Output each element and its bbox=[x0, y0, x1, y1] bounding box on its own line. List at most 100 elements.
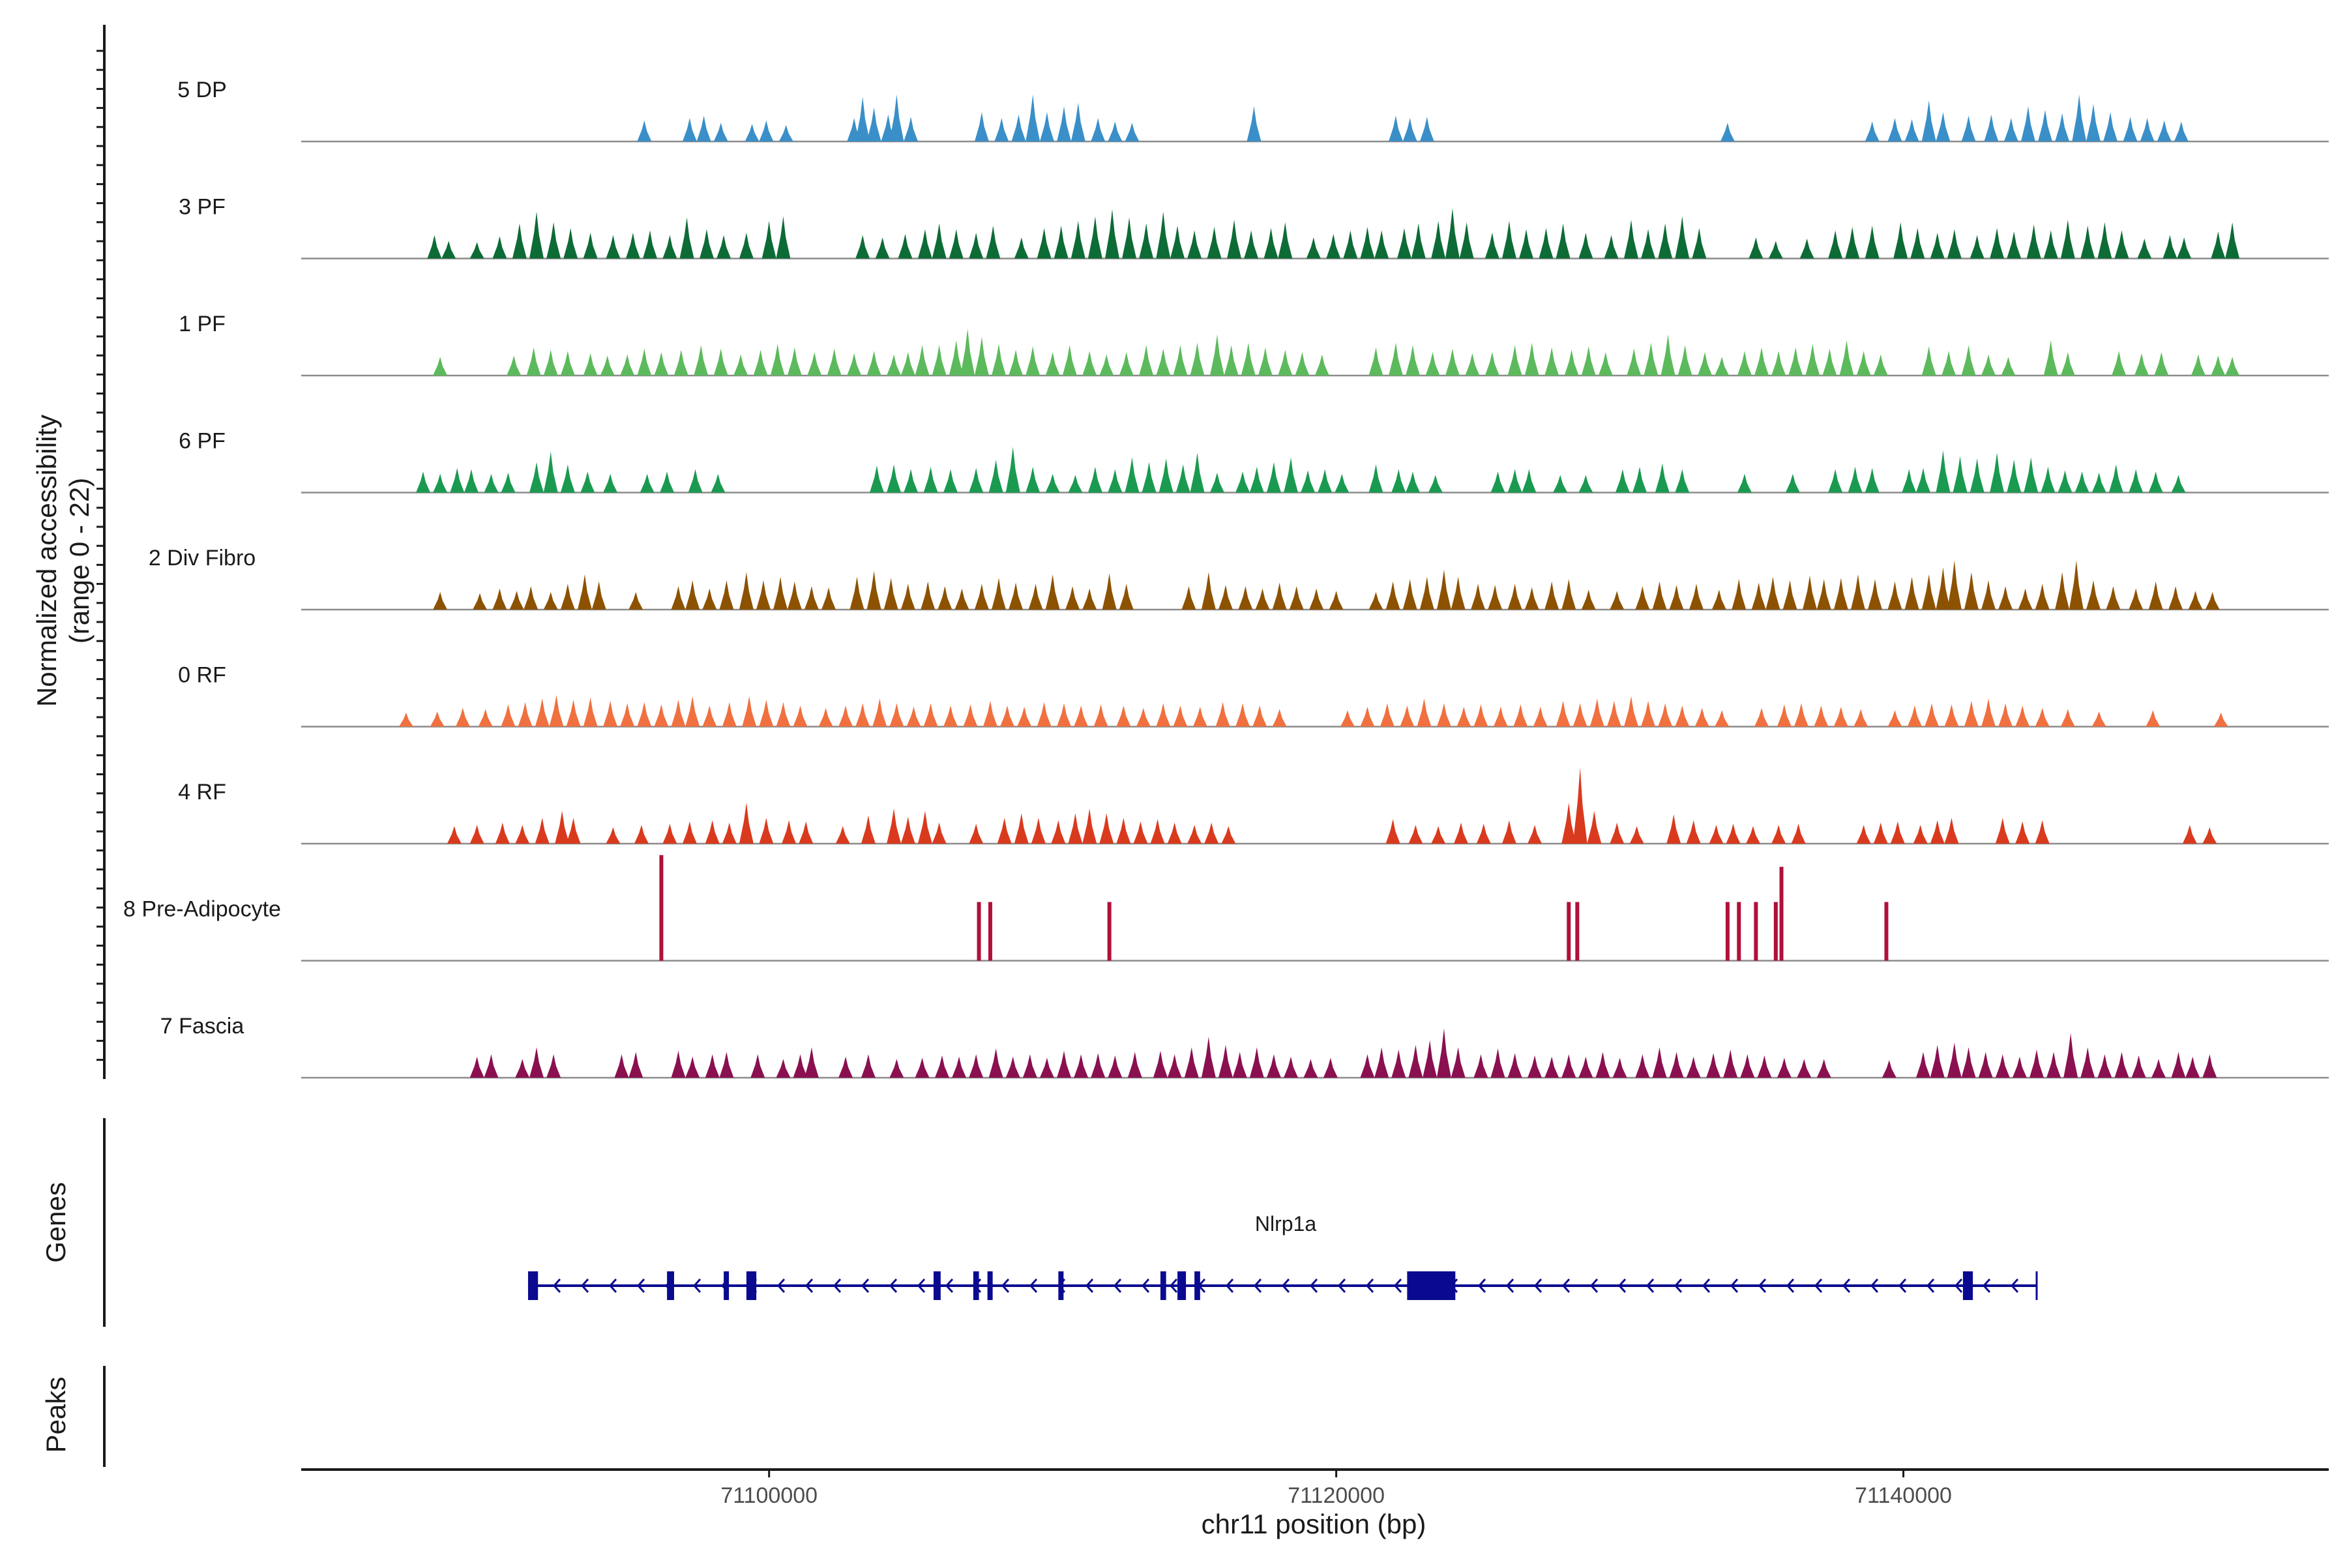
coverage-peak bbox=[838, 705, 853, 727]
coverage-peak bbox=[1070, 220, 1085, 259]
coverage-peak bbox=[1153, 1050, 1168, 1078]
coverage-peak bbox=[1788, 347, 1803, 376]
coverage-peak bbox=[1167, 822, 1182, 844]
strand-chevron bbox=[1113, 1278, 1122, 1294]
coverage-peak bbox=[1732, 579, 1747, 610]
coverage-bar bbox=[1754, 902, 1758, 961]
coverage-peak bbox=[583, 353, 598, 376]
coverage-peak bbox=[1051, 820, 1066, 844]
coverage-peak bbox=[776, 216, 791, 259]
coverage-peak bbox=[1995, 818, 2010, 844]
coverage-bar bbox=[1107, 902, 1112, 961]
coverage-peak bbox=[1456, 706, 1471, 727]
strand-chevron bbox=[1141, 1278, 1150, 1294]
coverage-peak bbox=[1799, 238, 1814, 259]
strand-chevron bbox=[1617, 1278, 1627, 1294]
coverage-peak bbox=[2211, 231, 2226, 259]
coverage-bar bbox=[977, 902, 981, 961]
coverage-bar bbox=[1773, 902, 1778, 961]
coverage-peak bbox=[555, 810, 570, 844]
coverage-peak bbox=[759, 818, 774, 844]
coverage-peak bbox=[1845, 226, 1860, 259]
coverage-peak bbox=[1408, 825, 1423, 844]
strand-chevron bbox=[1365, 1278, 1374, 1294]
coverage-peak bbox=[1082, 351, 1097, 376]
coverage-peak bbox=[1116, 705, 1131, 727]
coverage-peak bbox=[974, 584, 989, 610]
coverage-peak bbox=[2020, 106, 2035, 141]
coverage-peak bbox=[685, 696, 700, 727]
coverage-peak bbox=[1726, 823, 1741, 844]
strand-chevron bbox=[1730, 1278, 1739, 1294]
coverage-peak bbox=[682, 821, 697, 844]
strand-chevron bbox=[1169, 1278, 1178, 1294]
coverage-peak bbox=[603, 700, 618, 727]
coverage-peak bbox=[1249, 1047, 1264, 1078]
gene-exon bbox=[527, 1271, 539, 1300]
coverage-peak bbox=[1232, 1052, 1247, 1078]
coverage-peak bbox=[2162, 235, 2177, 259]
coverage-peak bbox=[1839, 340, 1854, 376]
coverage-peak bbox=[1921, 100, 1936, 141]
coverage-peak bbox=[904, 117, 919, 141]
gene-exon bbox=[987, 1271, 993, 1300]
coverage-peak bbox=[1981, 354, 1996, 376]
coverage-peak bbox=[1187, 825, 1202, 844]
strand-chevron bbox=[1561, 1278, 1571, 1294]
coverage-peak bbox=[1425, 352, 1440, 376]
coverage-peak bbox=[1921, 574, 1936, 610]
coverage-peak bbox=[2211, 355, 2226, 376]
coverage-peak bbox=[1723, 1049, 1738, 1078]
coverage-peak bbox=[484, 473, 499, 493]
track-label: 3 PF bbox=[179, 195, 226, 220]
coverage-peak bbox=[869, 466, 884, 493]
coverage-peak bbox=[773, 576, 788, 610]
coverage-peak bbox=[1513, 704, 1528, 727]
coverage-bar bbox=[988, 902, 992, 961]
coverage-peak bbox=[793, 1054, 808, 1078]
coverage-peak bbox=[1318, 469, 1333, 493]
coverage-peak bbox=[1675, 469, 1690, 493]
coverage-peak bbox=[1484, 352, 1499, 376]
coverage-peak bbox=[969, 823, 984, 844]
x-axis-title: chr11 position (bp) bbox=[1202, 1509, 1426, 1539]
coverage-peak bbox=[1501, 220, 1516, 259]
coverage-peak bbox=[2038, 110, 2053, 141]
coverage-peak bbox=[2072, 95, 2087, 141]
coverage-peak bbox=[900, 816, 915, 844]
coverage-peak bbox=[1167, 1054, 1182, 1078]
coverage-peak bbox=[526, 347, 541, 376]
coverage-peak bbox=[1360, 226, 1375, 259]
coverage-peak bbox=[1970, 458, 1985, 493]
coverage-peak bbox=[1473, 704, 1488, 727]
coverage-peak bbox=[1417, 698, 1432, 727]
coverage-peak bbox=[1816, 1059, 1831, 1078]
coverage-peak bbox=[1340, 710, 1355, 727]
coverage-peak bbox=[1561, 803, 1576, 844]
track-label: 6 PF bbox=[179, 429, 226, 454]
strand-chevron bbox=[1982, 1278, 1991, 1294]
coverage-peak bbox=[566, 700, 581, 727]
coverage-peak bbox=[1890, 821, 1905, 844]
coverage-peak bbox=[1694, 707, 1709, 727]
strand-chevron bbox=[1898, 1278, 1907, 1294]
x-tick-label: 71100000 bbox=[720, 1483, 818, 1508]
coverage-peak bbox=[1765, 576, 1780, 610]
coverage-peak bbox=[1385, 581, 1400, 610]
coverage-peak bbox=[469, 825, 484, 844]
coverage-peak bbox=[603, 473, 618, 493]
coverage-peak bbox=[2080, 1047, 2095, 1078]
coverage-peak bbox=[549, 694, 564, 727]
coverage-peak bbox=[1039, 1058, 1054, 1078]
coverage-peak bbox=[1252, 705, 1267, 727]
coverage-peak bbox=[1610, 591, 1625, 610]
coverage-peak bbox=[1981, 580, 1996, 610]
strand-chevron bbox=[1674, 1278, 1683, 1294]
coverage-peak bbox=[1057, 703, 1072, 727]
coverage-peak bbox=[1627, 348, 1642, 376]
coverage-peak bbox=[1666, 814, 1681, 844]
coverage-peak bbox=[1278, 349, 1293, 376]
coverage-peak bbox=[694, 345, 709, 376]
coverage-peak bbox=[433, 357, 448, 376]
coverage-peak bbox=[1391, 469, 1406, 493]
